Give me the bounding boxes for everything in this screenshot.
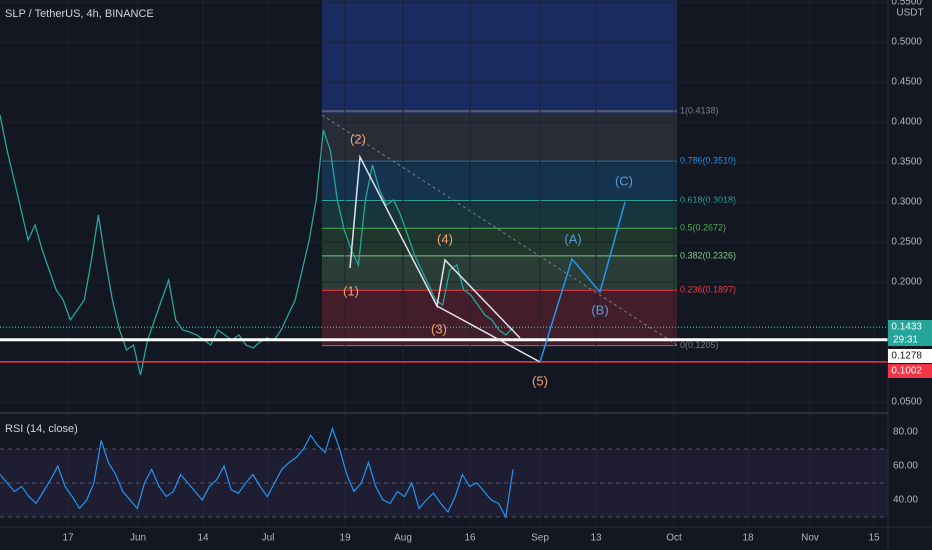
wave-label: (2) [350,131,366,146]
rsi-tick-label: 80.00 [893,427,918,438]
x-tick-label: Oct [666,533,682,544]
chart-title: SLP / TetherUS, 4h, BINANCE [5,8,154,20]
fib-label: 1(0.4138) [680,105,719,115]
y-tick-label: 0.2000 [891,277,922,288]
y-tick-label: 0.2500 [891,237,922,248]
axis-unit: USDT [896,8,923,19]
x-tick-label: 14 [197,533,209,544]
price-pane [0,114,888,376]
x-tick-label: 18 [742,533,754,544]
wave-label: (3) [431,321,447,336]
x-tick-label: 17 [62,533,74,544]
price-axis: 0.5500 0.5000 0.4500 0.4000 0.3500 0.3000 0.25… [888,0,932,506]
x-tick-label: Nov [801,533,819,544]
fib-label: 0.618(0.3018) [680,195,736,205]
price-label-box [888,349,932,363]
projection-box [322,0,677,113]
rsi-tick-label: 60.00 [893,461,918,472]
price-label-box [888,364,932,378]
x-tick-label: 15 [868,533,880,544]
trend-line [321,114,678,346]
price-label: 0.1433 [891,322,922,333]
wave-label: (A) [564,231,581,246]
fib-label: 0.786(0.3510) [680,156,736,166]
fib-band [322,110,677,162]
fib-band [322,255,677,291]
fib-label: 0.382(0.2326) [680,250,736,260]
fib-band [322,200,677,229]
fib-label: 0(0.1205) [680,340,719,350]
fib-label: 0.5(0.2672) [680,223,726,233]
x-tick-label: Jul [262,533,275,544]
rsi-title: RSI (14, close) [5,423,78,435]
y-tick-label: 0.4000 [891,117,922,128]
countdown: 29:31 [893,335,918,346]
fib-label: 0.236(0.1897) [680,285,736,295]
price-label: 0.1278 [891,351,922,362]
y-tick-label: 0.0500 [891,397,922,408]
corrective-wave-line [539,201,626,363]
x-tick-label: Aug [394,533,412,544]
wave-label: (1) [343,283,359,298]
x-tick-label: 16 [464,533,476,544]
y-tick-label: 0.5500 [891,0,922,8]
price-label-box [888,320,932,346]
wave-line [436,305,541,363]
x-tick-label: Jun [130,533,146,544]
rsi-tick-label: 40.00 [893,495,918,506]
wave-labels: (1) (2) (3) (4) (5) (A) (B) (C) [343,131,633,388]
wave-label: (C) [615,173,633,188]
y-tick-label: 0.5000 [891,37,922,48]
y-tick-label: 0.4500 [891,77,922,88]
wave-label: (4) [437,231,453,246]
x-tick-label: 13 [590,533,602,544]
y-tick-label: 0.3000 [891,197,922,208]
price-label: 0.1002 [891,366,922,377]
wave-label: (5) [532,373,548,388]
price-line [0,114,514,376]
rsi-pane [0,426,888,519]
rsi-line [0,426,514,519]
x-tick-label: 19 [339,533,351,544]
y-tick-label: 0.3500 [891,157,922,168]
fib-band [322,290,677,346]
x-tick-label: Sep [531,533,549,544]
wave-label: (B) [591,302,608,317]
grid [0,0,888,527]
